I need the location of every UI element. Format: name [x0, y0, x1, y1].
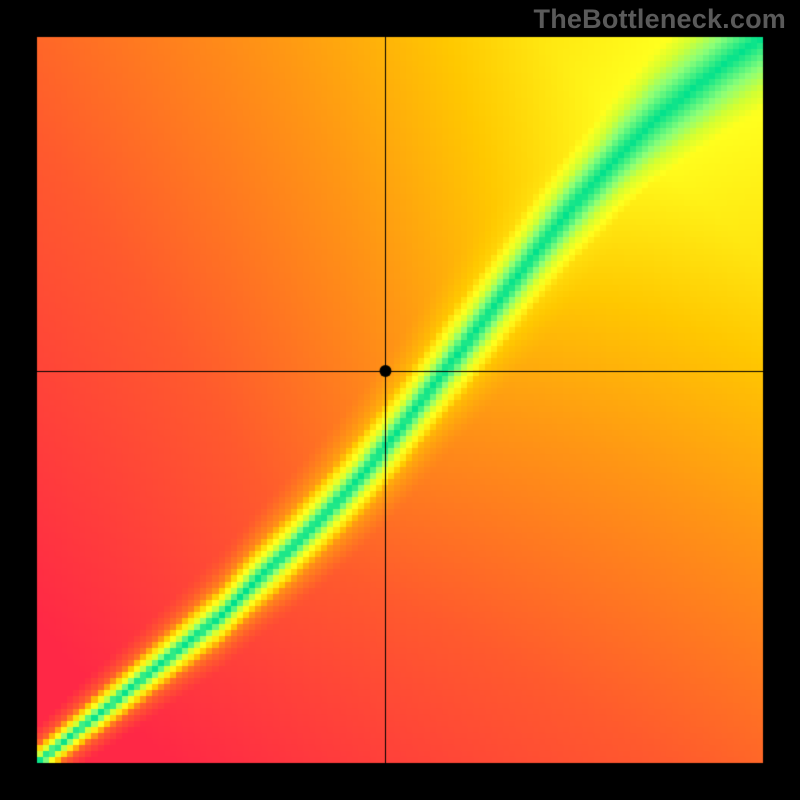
watermark-text: TheBottleneck.com [534, 4, 786, 35]
bottleneck-heatmap [0, 0, 800, 800]
chart-container: TheBottleneck.com [0, 0, 800, 800]
